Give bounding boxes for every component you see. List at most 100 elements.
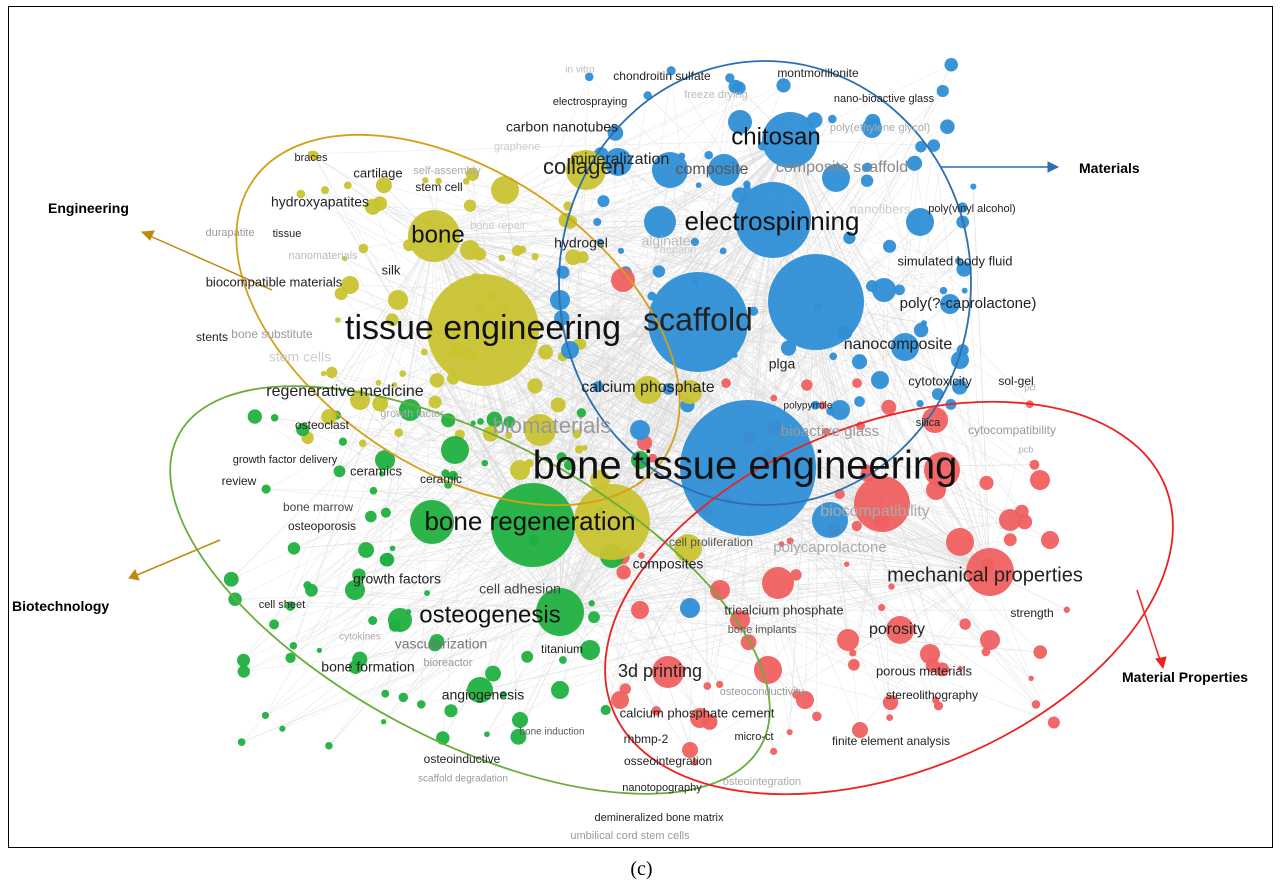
keyword-label: stents <box>196 330 228 344</box>
materials-keyword-node <box>871 371 889 389</box>
properties-keyword-node <box>762 567 794 599</box>
engineering-keyword-node <box>321 409 337 425</box>
keyword-label: silk <box>382 262 401 277</box>
network-edge <box>274 417 534 526</box>
keyword-label: electrospinning <box>685 206 860 236</box>
keyword-label: polycaprolactone <box>773 539 886 556</box>
engineering-keyword-node <box>435 177 442 185</box>
engineering-keyword-node <box>429 373 445 388</box>
properties-keyword-node <box>1029 459 1040 470</box>
biotechnology-keyword-node <box>536 588 584 636</box>
biotechnology-keyword-node <box>236 653 251 667</box>
properties-keyword-node <box>611 268 635 292</box>
network-edge <box>433 235 724 252</box>
materials-keyword-node <box>913 322 929 338</box>
network-edge <box>450 503 883 712</box>
engineering-keyword-node <box>678 380 702 404</box>
engineering-keyword-node <box>320 370 327 377</box>
keyword-label: bone formation <box>321 659 414 675</box>
network-edge <box>559 272 626 613</box>
properties-keyword-node <box>882 694 899 711</box>
keyword-label: cytotoxicity <box>908 373 972 388</box>
network-edge <box>593 571 991 618</box>
materials-keyword-node <box>862 118 882 138</box>
materials-keyword-node <box>860 174 874 187</box>
engineering-keyword-node <box>394 428 404 438</box>
materials-keyword-node <box>680 400 816 536</box>
keyword-label: in vitro <box>565 65 595 76</box>
network-edge <box>597 139 791 223</box>
materials-keyword-node <box>584 72 594 82</box>
biotechnology-keyword-node <box>237 738 246 747</box>
properties-keyword-node <box>1030 470 1050 490</box>
material-properties-cluster-label: Material Properties <box>1122 669 1249 685</box>
network-edge <box>409 409 561 613</box>
network-edge <box>433 194 740 237</box>
keyword-label: 3d printing <box>618 661 702 681</box>
network-edge <box>532 86 736 526</box>
properties-keyword-node <box>920 644 940 664</box>
engineering-keyword-node <box>350 390 370 410</box>
network-edge <box>789 301 817 733</box>
network-edge <box>482 87 740 331</box>
keyword-label: bioreactor <box>424 657 473 669</box>
network-edge <box>302 235 435 430</box>
keyword-label: polypyrrole <box>784 401 833 412</box>
keyword-label: osteogenesis <box>419 601 560 628</box>
properties-keyword-node <box>966 548 1014 596</box>
network-edge <box>339 321 699 472</box>
materials-keyword-node <box>940 294 960 314</box>
engineering-keyword-node <box>388 290 408 310</box>
materials-keyword-node <box>630 420 650 440</box>
engineering-keyword-node <box>462 177 470 185</box>
properties-keyword-node <box>1017 514 1033 530</box>
materials-keyword-node <box>822 164 850 192</box>
engineering-keyword-node <box>510 460 530 480</box>
biotechnology-keyword-node <box>521 650 534 663</box>
engineering-keyword-node <box>341 276 359 294</box>
keyword-label: chondroitin sulfate <box>613 69 711 83</box>
materials-keyword-node <box>690 237 700 247</box>
biotechnology-keyword-node <box>410 500 454 544</box>
keyword-label: finite element analysis <box>832 734 950 748</box>
materials-keyword-node <box>695 182 702 189</box>
keyword-label: bone repair <box>470 220 526 232</box>
engineering-keyword-node <box>582 445 588 451</box>
biotechnology-keyword-node <box>333 465 346 478</box>
network-edge <box>871 127 991 573</box>
keyword-label: chitosan <box>731 123 820 150</box>
network-edge <box>697 321 966 625</box>
network-edge <box>559 296 653 613</box>
network-edge <box>426 139 791 594</box>
biotechnology-keyword-node <box>270 414 279 422</box>
keyword-label: bone marrow <box>283 500 353 514</box>
material-properties-arrow <box>1136 589 1167 670</box>
engineering-keyword-node <box>358 439 367 448</box>
materials-keyword-node <box>662 383 675 395</box>
keyword-label: mineralization <box>571 151 670 168</box>
keyword-label: cell proliferation <box>669 535 753 549</box>
material-properties-cluster-outline <box>604 400 1174 796</box>
biotechnology-keyword-node <box>247 409 262 424</box>
materials-keyword-node <box>829 352 838 361</box>
properties-keyword-node <box>691 759 699 766</box>
biotechnology-keyword-node <box>481 459 489 467</box>
engineering-keyword-node <box>375 177 392 194</box>
keyword-label: electrospraying <box>553 96 628 108</box>
properties-keyword-node <box>852 378 862 389</box>
network-edge <box>973 186 991 573</box>
properties-keyword-node <box>848 658 860 671</box>
materials-keyword-node <box>592 381 604 393</box>
properties-keyword-node <box>852 722 868 738</box>
properties-keyword-node <box>770 394 778 402</box>
engineering-keyword-node <box>320 186 330 195</box>
materials-keyword-node <box>617 247 625 254</box>
keyword-label: micro-ct <box>734 731 773 743</box>
engineering-keyword-node <box>465 167 479 181</box>
keyword-label: growth factor <box>380 408 444 420</box>
keyword-labels: bone tissue engineering tissue engineerin… <box>196 65 1083 842</box>
engineering-arrow <box>140 230 273 291</box>
engineering-keyword-node <box>511 245 523 256</box>
properties-keyword-node <box>922 407 948 433</box>
properties-keyword-node <box>611 691 629 709</box>
